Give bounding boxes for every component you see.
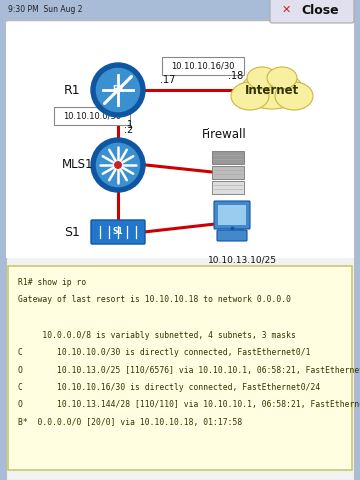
Text: R1: R1 — [64, 84, 81, 96]
FancyBboxPatch shape — [214, 201, 250, 229]
Text: 10.10.10.0/30: 10.10.10.0/30 — [63, 111, 121, 120]
Text: Firewall: Firewall — [202, 128, 246, 141]
Text: MLS1: MLS1 — [62, 158, 94, 171]
Circle shape — [91, 63, 145, 117]
Text: S1: S1 — [64, 226, 80, 239]
Bar — [6, 22, 354, 258]
Circle shape — [115, 162, 121, 168]
FancyBboxPatch shape — [212, 151, 244, 164]
Text: ▶ 100%: ▶ 100% — [324, 7, 352, 13]
Text: C       10.10.10.0/30 is directly connected, FastEthernet0/1: C 10.10.10.0/30 is directly connected, F… — [18, 348, 310, 357]
Ellipse shape — [275, 82, 313, 110]
FancyBboxPatch shape — [8, 266, 352, 470]
Text: 10.10.13.10/25: 10.10.13.10/25 — [207, 255, 276, 264]
Ellipse shape — [247, 67, 277, 89]
Text: 9:30 PM  Sun Aug 2: 9:30 PM Sun Aug 2 — [8, 5, 82, 14]
Text: .2: .2 — [124, 125, 133, 135]
Text: ✕: ✕ — [281, 5, 291, 15]
Text: 10.0.0.0/8 is variably subnetted, 4 subnets, 3 masks: 10.0.0.0/8 is variably subnetted, 4 subn… — [18, 331, 296, 339]
Text: .17: .17 — [160, 75, 175, 85]
Text: R1# show ip ro: R1# show ip ro — [18, 278, 86, 287]
Text: C       10.10.10.16/30 is directly connected, FastEthernet0/24: C 10.10.10.16/30 is directly connected, … — [18, 383, 320, 392]
FancyBboxPatch shape — [217, 230, 247, 241]
FancyBboxPatch shape — [212, 180, 244, 193]
Text: Internet: Internet — [245, 84, 299, 96]
Bar — [218, 205, 246, 225]
Ellipse shape — [267, 67, 297, 89]
Circle shape — [96, 68, 140, 112]
Text: Gateway of last resort is 10.10.10.18 to network 0.0.0.0: Gateway of last resort is 10.10.10.18 to… — [18, 296, 291, 304]
FancyBboxPatch shape — [91, 220, 145, 244]
Bar — [0, 0, 360, 20]
Text: S1: S1 — [113, 228, 123, 237]
Text: .18: .18 — [228, 71, 243, 81]
Text: .1: .1 — [124, 120, 133, 130]
Ellipse shape — [241, 71, 303, 109]
Circle shape — [96, 144, 140, 187]
Circle shape — [91, 138, 145, 192]
Text: R1: R1 — [112, 85, 124, 95]
Ellipse shape — [231, 82, 269, 110]
Text: O       10.10.13.144/28 [110/110] via 10.10.10.1, 06:58:21, FastEthernet0/1: O 10.10.13.144/28 [110/110] via 10.10.10… — [18, 400, 360, 409]
FancyBboxPatch shape — [212, 166, 244, 179]
FancyBboxPatch shape — [162, 57, 244, 75]
Text: O       10.10.13.0/25 [110/6576] via 10.10.10.1, 06:58:21, FastEthernet0/1: O 10.10.13.0/25 [110/6576] via 10.10.10.… — [18, 365, 360, 374]
Text: 10.10.10.16/30: 10.10.10.16/30 — [171, 61, 235, 71]
FancyBboxPatch shape — [270, 0, 354, 23]
Text: Close: Close — [301, 3, 339, 16]
FancyBboxPatch shape — [54, 107, 130, 125]
Text: B*  0.0.0.0/0 [20/0] via 10.10.10.18, 01:17:58: B* 0.0.0.0/0 [20/0] via 10.10.10.18, 01:… — [18, 418, 242, 427]
